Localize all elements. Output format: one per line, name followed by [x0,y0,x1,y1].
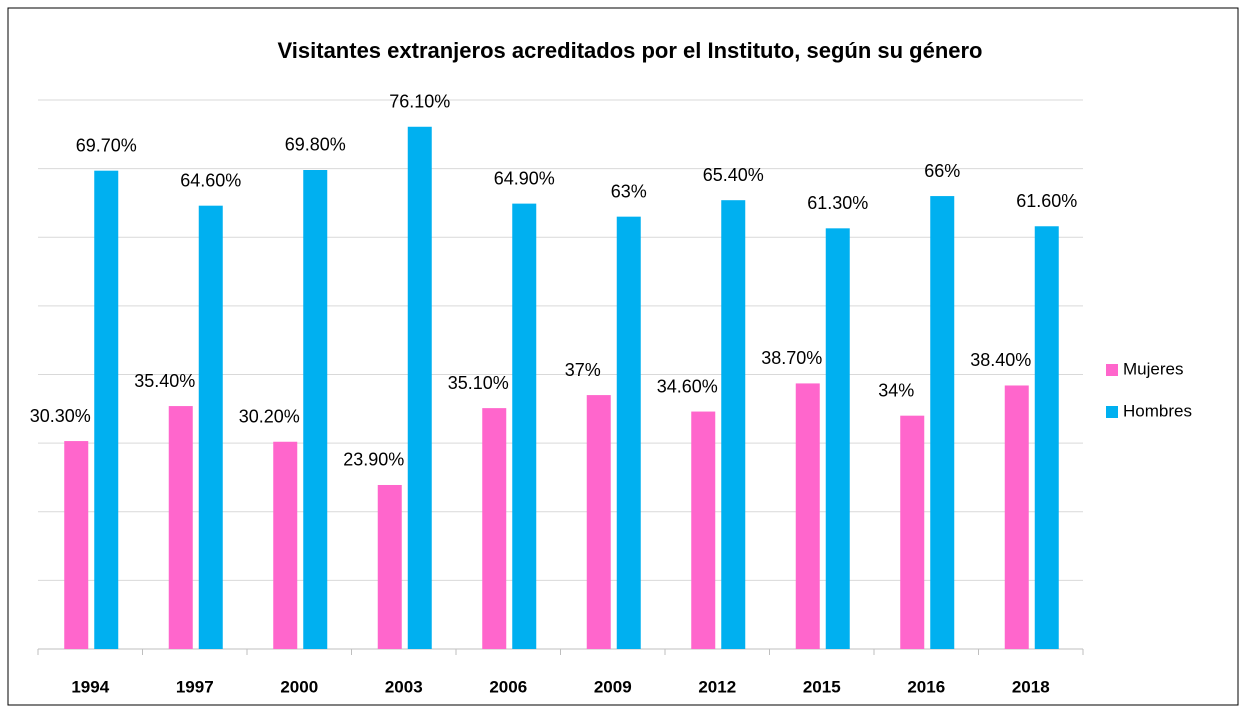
value-label: 37% [565,360,601,380]
bar [273,441,298,649]
value-label: 65.40% [703,165,764,185]
bar [900,415,925,649]
value-label: 38.70% [761,348,822,368]
frame [7,7,1239,706]
value-label: 35.10% [448,373,509,393]
legend-label: Hombres [1123,401,1192,420]
bar [482,408,507,649]
x-tick-label: 2000 [280,677,318,696]
x-tick-label: 2003 [385,677,423,696]
bar [1034,226,1059,649]
bar [1004,385,1029,649]
bar [930,196,955,649]
value-label: 61.60% [1016,191,1077,211]
value-label: 34% [878,380,914,400]
value-label: 64.90% [494,168,555,188]
legend-swatch [1106,364,1118,376]
value-label: 66% [924,161,960,181]
bar [94,170,119,649]
value-label: 76.10% [389,92,450,112]
value-label: 30.20% [239,407,300,427]
bar [825,228,850,650]
bar [795,383,820,649]
value-label: 23.90% [343,450,404,470]
value-label: 38.40% [970,350,1031,370]
x-tick-label: 2015 [803,677,841,696]
x-tick-label: 2018 [1012,677,1050,696]
value-label: 30.30% [30,406,91,426]
bar [691,411,716,649]
x-tick-label: 2009 [594,677,632,696]
bar [407,126,432,650]
value-label: 69.80% [285,135,346,155]
value-label: 35.40% [134,371,195,391]
bar [512,203,537,649]
bar [377,484,402,649]
chart-title: Visitantes extranjeros acreditados por e… [278,38,983,63]
value-label: 34.60% [657,376,718,396]
x-tick-label: 1994 [71,677,109,696]
bar [198,205,223,649]
legend-swatch [1106,406,1118,418]
value-label: 69.70% [76,135,137,155]
bar [586,395,611,649]
bar [168,406,193,649]
legend-label: Mujeres [1123,359,1183,378]
x-tick-label: 2016 [907,677,945,696]
x-tick-label: 1997 [176,677,214,696]
x-tick-label: 2006 [489,677,527,696]
x-tick-label: 2012 [698,677,736,696]
value-label: 63% [611,181,647,201]
value-label: 64.60% [180,170,241,190]
bar [303,169,328,649]
value-label: 61.30% [807,193,868,213]
bar [616,216,641,649]
bar [721,200,746,649]
bar [64,441,89,649]
